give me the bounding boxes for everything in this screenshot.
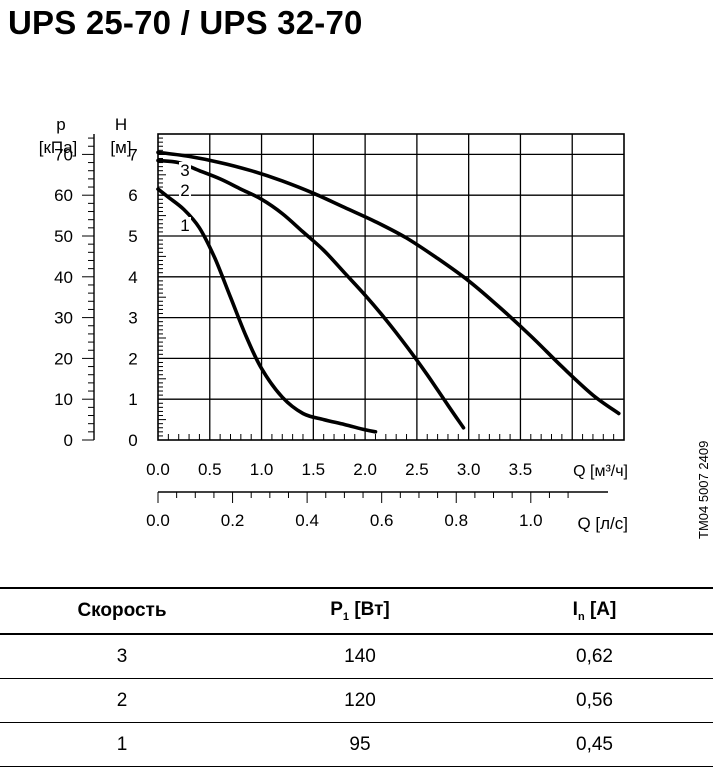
series-curve-1 bbox=[156, 187, 378, 434]
cell-power: 95 bbox=[244, 722, 476, 767]
x-tick-label: 3.5 bbox=[509, 460, 533, 479]
x-tick-label: 3.0 bbox=[457, 460, 481, 479]
x2-tick-label: 0.4 bbox=[295, 511, 319, 530]
table-header-row: Скорость P1 [Вт] In [A] bbox=[0, 587, 713, 635]
y-tick-label: 0 bbox=[128, 431, 137, 450]
series-label-2: 2 bbox=[180, 181, 189, 200]
x2-tick-label: 0.0 bbox=[146, 511, 170, 530]
chart-title: UPS 25-70 / UPS 32-70 bbox=[8, 4, 363, 41]
h-axis-unit: [м] bbox=[110, 138, 131, 157]
p-axis-unit: [кПа] bbox=[39, 138, 78, 157]
cell-speed: 2 bbox=[0, 678, 244, 723]
cell-power: 140 bbox=[244, 634, 476, 679]
series-label-bg bbox=[179, 162, 191, 179]
p-tick-label: 50 bbox=[54, 227, 73, 246]
cell-power: 120 bbox=[244, 678, 476, 723]
p-axis-symbol: p bbox=[56, 115, 65, 134]
x2-tick-label: 0.6 bbox=[370, 511, 394, 530]
series-label-3: 3 bbox=[180, 161, 189, 180]
figure-code: TM04 5007 2409 bbox=[696, 440, 711, 539]
p-tick-label: 10 bbox=[54, 390, 73, 409]
x-tick-label: 2.0 bbox=[353, 460, 377, 479]
x2-tick-label: 1.0 bbox=[519, 511, 543, 530]
x-axis-label: Q [м³/ч] bbox=[573, 463, 628, 480]
y-tick-label: 1 bbox=[128, 390, 137, 409]
x2-tick-label: 0.2 bbox=[221, 511, 245, 530]
p-tick-label: 30 bbox=[54, 309, 73, 328]
header-speed: Скорость bbox=[0, 587, 244, 635]
series-label-1: 1 bbox=[180, 216, 189, 235]
series-label-bg bbox=[179, 182, 191, 199]
series-curve-3 bbox=[156, 150, 621, 416]
p-tick-label: 20 bbox=[54, 349, 73, 368]
x-tick-label: 1.0 bbox=[250, 460, 274, 479]
specs-table: Скорость P1 [Вт] In [A] 3 140 0,62 2 120… bbox=[0, 587, 713, 767]
series-curve-2 bbox=[156, 158, 466, 430]
x2-tick-label: 0.8 bbox=[444, 511, 468, 530]
series-label-bg bbox=[179, 217, 191, 234]
x-tick-label: 1.5 bbox=[302, 460, 326, 479]
cell-current: 0,56 bbox=[476, 678, 713, 723]
header-power: P1 [Вт] bbox=[244, 587, 476, 635]
x-tick-label: 2.5 bbox=[405, 460, 429, 479]
table-row: 2 120 0,56 bbox=[0, 678, 713, 723]
y-tick-label: 6 bbox=[128, 186, 137, 205]
table-row: 3 140 0,62 bbox=[0, 634, 713, 679]
p-tick-label: 70 bbox=[54, 145, 73, 164]
x-tick-label: 0.5 bbox=[198, 460, 222, 479]
y-tick-label: 4 bbox=[128, 268, 137, 287]
h-axis-symbol: H bbox=[115, 115, 127, 134]
x-tick-label: 0.0 bbox=[146, 460, 170, 479]
p-tick-label: 0 bbox=[64, 431, 73, 450]
plot-frame bbox=[157, 133, 625, 441]
table-row: 1 95 0,45 bbox=[0, 722, 713, 767]
p-tick-label: 60 bbox=[54, 186, 73, 205]
x2-axis-label: Q [л/с] bbox=[577, 514, 628, 533]
y-tick-label: 7 bbox=[128, 145, 137, 164]
y-tick-label: 5 bbox=[128, 227, 137, 246]
y-tick-label: 3 bbox=[128, 309, 137, 328]
p-tick-label: 40 bbox=[54, 268, 73, 287]
cell-speed: 1 bbox=[0, 722, 244, 767]
y-tick-label: 2 bbox=[128, 349, 137, 368]
cell-speed: 3 bbox=[0, 634, 244, 679]
cell-current: 0,45 bbox=[476, 722, 713, 767]
cell-current: 0,62 bbox=[476, 634, 713, 679]
header-current: In [A] bbox=[476, 587, 713, 635]
